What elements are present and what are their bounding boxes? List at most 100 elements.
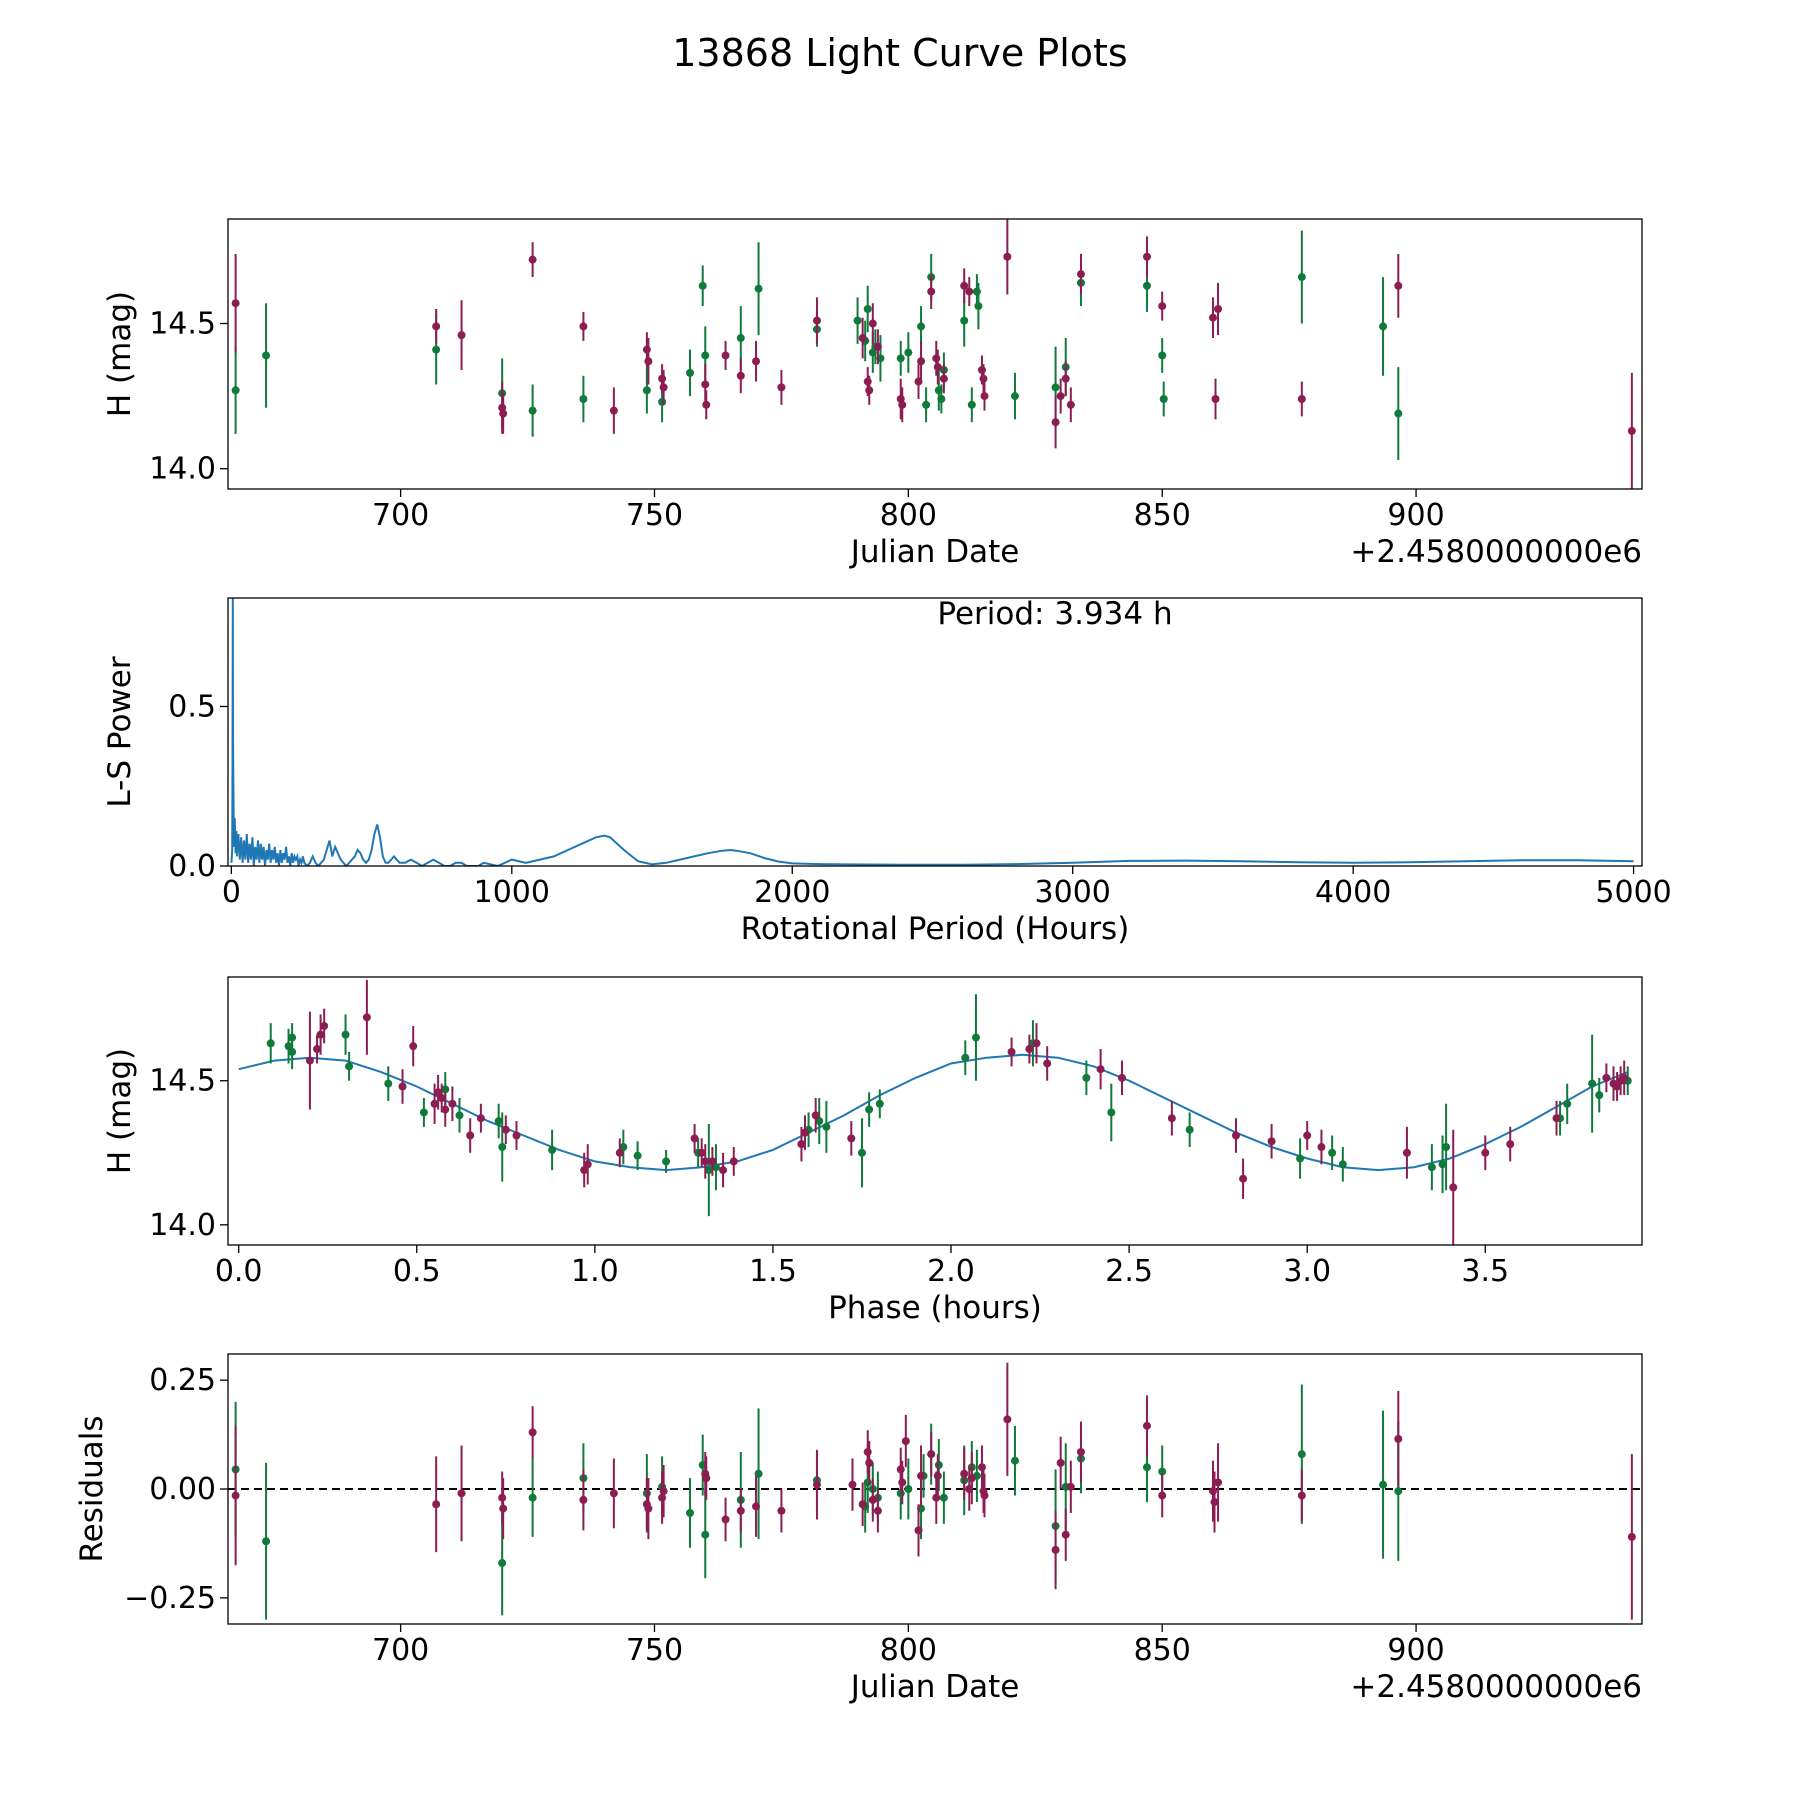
- light-curve-data-point: [231, 386, 240, 395]
- phased-curve-data-point: [865, 1105, 874, 1114]
- phased-curve-plot-area: [238, 979, 1632, 1245]
- phased-curve-data-point: [704, 1166, 713, 1175]
- residuals-y-axis-label: Residuals: [74, 1415, 110, 1562]
- phased-curve-data-point: [345, 1062, 354, 1071]
- residuals-y-tick-label: 0.25: [149, 1363, 216, 1398]
- phased-curve-data-point: [548, 1145, 557, 1154]
- phased-curve-data-point: [384, 1079, 393, 1088]
- light-curve-data-point: [1003, 252, 1012, 261]
- residuals-data-point: [1051, 1545, 1060, 1554]
- residuals-x-tick-label: 800: [880, 1633, 937, 1668]
- phased-curve-y-tick-label: 14.0: [149, 1208, 216, 1243]
- light-curve-data-point: [1158, 351, 1167, 360]
- phased-curve-x-tick-label: 1.0: [571, 1254, 619, 1289]
- residuals-data-point: [1066, 1482, 1075, 1491]
- light-curve-data-point: [777, 383, 786, 392]
- light-curve-data-point: [865, 386, 874, 395]
- residuals-data-point: [901, 1437, 910, 1446]
- phased-curve-data-point: [434, 1088, 443, 1097]
- phased-curve-data-point: [1563, 1099, 1572, 1108]
- light-curve-data-point: [721, 351, 730, 360]
- periodogram-plot-area: [230, 598, 1634, 866]
- phased-curve-data-point: [341, 1030, 350, 1039]
- residuals-data-point: [1297, 1491, 1306, 1500]
- phased-curve-x-axis-label: Phase (hours): [828, 1290, 1042, 1326]
- periodogram-axes-frame: [227, 597, 1643, 867]
- phased-curve-data-point: [1032, 1039, 1041, 1048]
- residuals-data-point: [934, 1461, 943, 1470]
- light-curve-x-tick-label: 700: [372, 498, 429, 533]
- phased-curve-data-point: [1595, 1091, 1604, 1100]
- residuals-data-point: [848, 1480, 857, 1489]
- phased-curve-data-point: [719, 1166, 728, 1175]
- phased-curve-x-tick-label: 2.5: [1105, 1254, 1153, 1289]
- phased-curve-data-point: [701, 1157, 710, 1166]
- residuals-data-point: [736, 1506, 745, 1515]
- periodogram-y-tick-label: 0.5: [168, 689, 216, 724]
- phased-curve-data-point: [1613, 1082, 1622, 1091]
- residuals-data-point: [858, 1500, 867, 1509]
- phased-curve-data-point: [800, 1128, 809, 1137]
- phased-curve-data-point: [729, 1157, 738, 1166]
- phased-curve-data-point: [822, 1122, 831, 1131]
- light-curve-data-point: [933, 363, 942, 372]
- phased-curve-data-point: [455, 1111, 464, 1120]
- phased-curve-data-point: [857, 1148, 866, 1157]
- light-curve-data-point: [1627, 426, 1636, 435]
- residuals-x-tick-label: 700: [372, 1633, 429, 1668]
- phased-curve-data-point: [633, 1151, 642, 1160]
- residuals-data-point: [1056, 1458, 1065, 1467]
- phased-curve-data-point: [1317, 1143, 1326, 1152]
- residuals-data-point: [1158, 1467, 1167, 1476]
- periodogram-period-annotation: Period: 3.934 h: [937, 596, 1172, 632]
- residuals-y-tick-label: 0.00: [149, 1472, 216, 1507]
- residuals-data-point: [1208, 1487, 1217, 1496]
- light-curve-x-tick-label: 800: [880, 498, 937, 533]
- residuals-data-point: [927, 1450, 936, 1459]
- phased-curve-data-point: [1007, 1047, 1016, 1056]
- light-curve-data-point: [1056, 392, 1065, 401]
- phased-curve-data-point: [441, 1105, 450, 1114]
- residuals-data-point: [967, 1474, 976, 1483]
- residuals-data-point: [702, 1474, 711, 1483]
- residuals-panel: 700 750 800 850 900 −0.25 0.00 0.25 Julian Date R…: [74, 1353, 1643, 1705]
- phased-curve-data-point: [875, 1099, 884, 1108]
- phased-curve-data-point: [1602, 1073, 1611, 1082]
- phased-curve-data-point: [1438, 1160, 1447, 1169]
- phased-curve-data-point: [494, 1117, 503, 1126]
- phased-curve-data-point: [1167, 1114, 1176, 1123]
- residuals-data-point: [721, 1515, 730, 1524]
- light-curve-data-point: [701, 351, 710, 360]
- phased-curve-x-tick-label: 0.5: [393, 1254, 441, 1289]
- residuals-data-point: [609, 1489, 618, 1498]
- phased-curve-data-point: [441, 1085, 450, 1094]
- light-curve-axes-frame: [227, 218, 1643, 490]
- light-curve-data-point: [898, 400, 907, 409]
- light-curve-data-point: [896, 354, 905, 363]
- light-curve-data-point: [1394, 409, 1403, 418]
- light-curve-data-point: [1076, 270, 1085, 279]
- periodogram-x-tick-label: 3000: [1035, 875, 1111, 910]
- residuals-data-point: [579, 1495, 588, 1504]
- light-curve-data-point: [812, 316, 821, 325]
- phased-curve-data-point: [662, 1157, 671, 1166]
- light-curve-plot-area: [231, 219, 1636, 489]
- phased-curve-data-point: [1620, 1073, 1629, 1082]
- phased-curve-data-point: [316, 1030, 325, 1039]
- periodogram-series-line: [230, 598, 1634, 866]
- residuals-data-point: [1210, 1498, 1219, 1507]
- light-curve-y-tick-label: 14.5: [149, 307, 216, 342]
- residuals-data-point: [863, 1478, 872, 1487]
- phased-curve-data-point: [1427, 1163, 1436, 1172]
- residuals-data-point: [1627, 1532, 1636, 1541]
- residuals-data-point: [1142, 1463, 1151, 1472]
- light-curve-data-point: [972, 287, 981, 296]
- light-curve-data-point: [917, 322, 926, 331]
- residuals-data-point: [777, 1506, 786, 1515]
- residuals-data-point: [868, 1495, 877, 1504]
- residuals-data-point: [528, 1428, 537, 1437]
- light-curve-data-point: [658, 374, 667, 383]
- phased-curve-data-point: [1267, 1137, 1276, 1146]
- light-curve-data-point: [658, 397, 667, 406]
- light-curve-y-axis-label: H (mag): [102, 291, 138, 417]
